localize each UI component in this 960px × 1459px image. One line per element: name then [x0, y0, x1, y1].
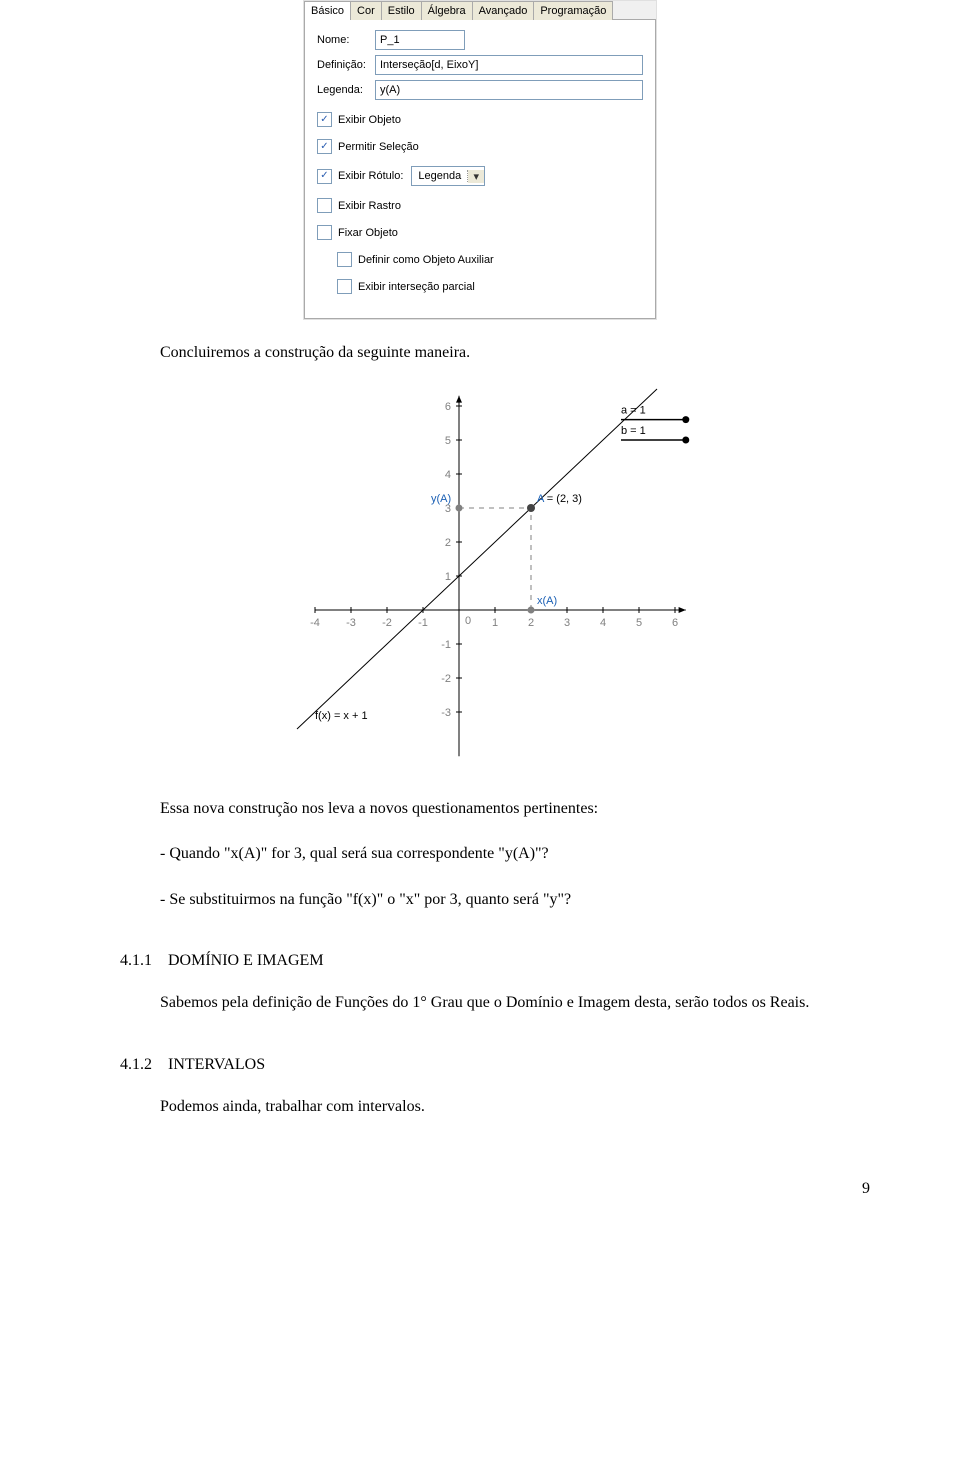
function-chart: -4-3-2-10123456-3-2-1123456y(A)x(A)A = (…	[275, 386, 715, 766]
input-nome[interactable]: P_1	[375, 30, 465, 50]
checkbox-icon	[337, 252, 352, 267]
check-label: Permitir Seleção	[338, 141, 419, 153]
svg-text:-3: -3	[346, 617, 356, 629]
paragraph-1: Concluiremos a construção da seguinte ma…	[120, 340, 870, 366]
paragraph-5: Sabemos pela definição de Funções do 1° …	[120, 990, 870, 1016]
svg-text:-3: -3	[441, 707, 451, 719]
svg-text:0: 0	[465, 615, 471, 627]
input-definicao[interactable]: Interseção[d, EixoY]	[375, 55, 643, 75]
check-label: Exibir Objeto	[338, 114, 401, 126]
chevron-down-icon: ▾	[468, 170, 484, 183]
check-exibir-rastro[interactable]: Exibir Rastro	[317, 198, 643, 213]
svg-text:5: 5	[445, 435, 451, 447]
svg-text:6: 6	[445, 401, 451, 413]
label-definicao: Definição:	[317, 59, 375, 71]
tab-algebra[interactable]: Álgebra	[421, 1, 473, 20]
svg-text:2: 2	[528, 617, 534, 629]
svg-text:y(A): y(A)	[431, 493, 451, 505]
check-label: Exibir Rótulo:	[338, 170, 403, 182]
page-number: 9	[120, 1180, 870, 1198]
tab-basico[interactable]: Básico	[304, 1, 351, 20]
check-permitir-selecao[interactable]: ✓ Permitir Seleção	[317, 139, 643, 154]
paragraph-6: Podemos ainda, trabalhar com intervalos.	[120, 1094, 870, 1120]
svg-text:-2: -2	[382, 617, 392, 629]
tab-programacao[interactable]: Programação	[533, 1, 613, 20]
properties-dialog: Básico Cor Estilo Álgebra Avançado Progr…	[303, 0, 657, 320]
svg-text:1: 1	[445, 571, 451, 583]
checkbox-icon: ✓	[317, 139, 332, 154]
label-legenda: Legenda:	[317, 84, 375, 96]
svg-text:b = 1: b = 1	[621, 425, 646, 437]
checkbox-icon: ✓	[317, 169, 332, 184]
check-label: Definir como Objeto Auxiliar	[358, 254, 494, 266]
heading-number: 4.1.1	[120, 952, 152, 969]
check-fixar-objeto[interactable]: Fixar Objeto	[317, 225, 643, 240]
check-intersecao-parcial[interactable]: Exibir interseção parcial	[337, 279, 643, 294]
svg-text:a = 1: a = 1	[621, 404, 646, 416]
checkbox-icon: ✓	[317, 112, 332, 127]
svg-text:-1: -1	[441, 639, 451, 651]
check-label: Exibir interseção parcial	[358, 281, 475, 293]
svg-text:x(A): x(A)	[537, 595, 557, 607]
tab-avancado[interactable]: Avançado	[472, 1, 535, 20]
check-label: Exibir Rastro	[338, 200, 401, 212]
tab-estilo[interactable]: Estilo	[381, 1, 422, 20]
check-exibir-rotulo[interactable]: ✓ Exibir Rótulo: Legenda ▾	[317, 166, 643, 186]
svg-text:6: 6	[672, 617, 678, 629]
svg-text:A = (2, 3): A = (2, 3)	[537, 493, 582, 505]
svg-text:-2: -2	[441, 673, 451, 685]
tab-cor[interactable]: Cor	[350, 1, 382, 20]
svg-text:-1: -1	[418, 617, 428, 629]
heading-title: DOMÍNIO E IMAGEM	[168, 952, 324, 969]
svg-text:4: 4	[600, 617, 606, 629]
paragraph-4: - Se substituirmos na função "f(x)" o "x…	[120, 887, 870, 913]
heading-title: INTERVALOS	[168, 1056, 265, 1073]
tab-body: Nome: P_1 Definição: Interseção[d, EixoY…	[304, 19, 656, 319]
heading-intervalos: 4.1.2 INTERVALOS	[120, 1056, 870, 1074]
check-objeto-auxiliar[interactable]: Definir como Objeto Auxiliar	[337, 252, 643, 267]
svg-text:f(x) = x + 1: f(x) = x + 1	[315, 709, 368, 721]
svg-text:3: 3	[564, 617, 570, 629]
svg-text:2: 2	[445, 537, 451, 549]
paragraph-2: Essa nova construção nos leva a novos qu…	[120, 796, 870, 822]
check-label: Fixar Objeto	[338, 227, 398, 239]
svg-text:5: 5	[636, 617, 642, 629]
svg-text:-4: -4	[310, 617, 320, 629]
input-legenda[interactable]: y(A)	[375, 80, 643, 100]
dropdown-rotulo[interactable]: Legenda ▾	[411, 166, 485, 186]
paragraph-3: - Quando "x(A)" for 3, qual será sua cor…	[120, 841, 870, 867]
checkbox-icon	[337, 279, 352, 294]
svg-text:4: 4	[445, 469, 451, 481]
checkbox-icon	[317, 198, 332, 213]
dropdown-value: Legenda	[412, 170, 468, 182]
label-nome: Nome:	[317, 34, 375, 46]
svg-text:1: 1	[492, 617, 498, 629]
dialog-tabs: Básico Cor Estilo Álgebra Avançado Progr…	[304, 1, 656, 20]
heading-dominio-imagem: 4.1.1 DOMÍNIO E IMAGEM	[120, 952, 870, 970]
checkbox-icon	[317, 225, 332, 240]
heading-number: 4.1.2	[120, 1056, 152, 1073]
check-exibir-objeto[interactable]: ✓ Exibir Objeto	[317, 112, 643, 127]
